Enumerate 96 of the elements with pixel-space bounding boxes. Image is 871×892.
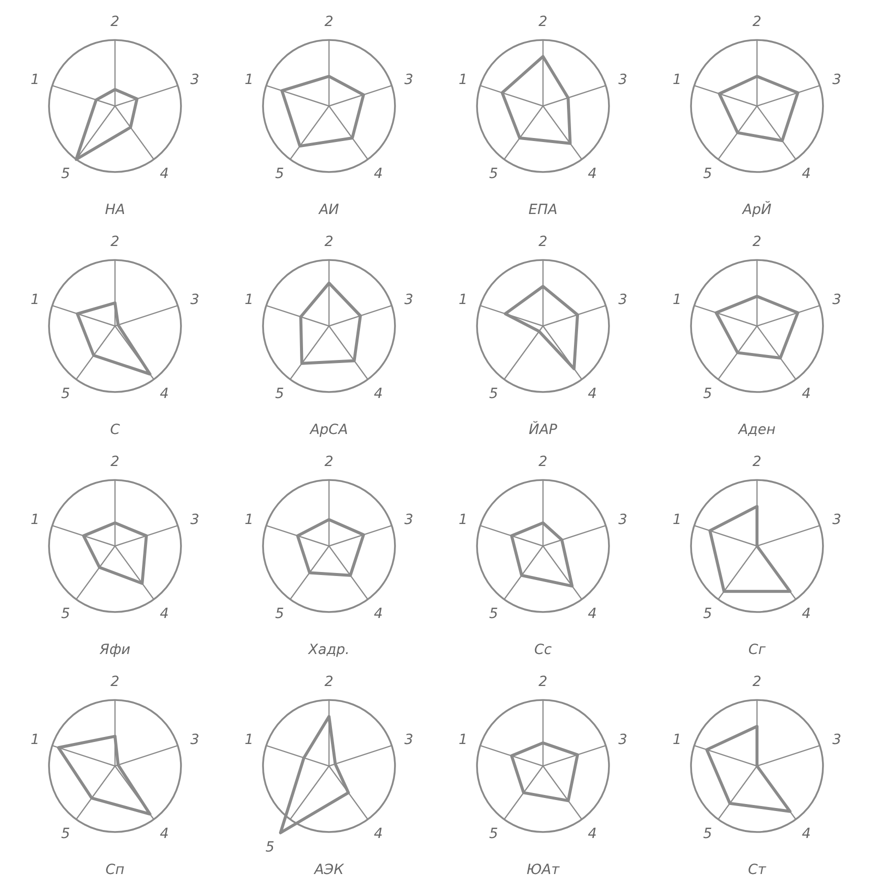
spoke-label: 5 xyxy=(703,166,712,182)
spoke-label: 3 xyxy=(404,732,414,748)
spoke-label: 4 xyxy=(588,826,597,842)
spoke-label: 5 xyxy=(275,386,284,402)
spoke-label: 2 xyxy=(538,14,548,30)
spoke-label: 3 xyxy=(404,512,414,528)
text: ЙАР xyxy=(528,421,558,438)
spoke-label: 5 xyxy=(489,386,498,402)
spoke-label: 1 xyxy=(458,72,468,88)
text: ЮАт xyxy=(526,862,560,878)
spoke-label: 1 xyxy=(672,512,682,528)
spoke-label: 3 xyxy=(832,72,842,88)
spoke-label: 1 xyxy=(458,732,468,748)
spoke-label: 4 xyxy=(588,606,597,622)
spoke-label: 3 xyxy=(832,512,842,528)
text: Сг xyxy=(748,642,766,658)
spoke-label: 5 xyxy=(265,839,274,856)
spoke-label: 4 xyxy=(802,166,811,182)
spoke-label: 4 xyxy=(802,826,811,842)
spoke-label: 3 xyxy=(832,732,842,748)
spoke-label: 2 xyxy=(538,234,548,250)
spoke-label: 3 xyxy=(190,72,200,88)
text: ЕПА xyxy=(528,202,558,218)
text: Аден xyxy=(737,422,776,438)
spoke-label: 1 xyxy=(244,292,254,308)
spoke-label: 1 xyxy=(672,292,682,308)
spoke-label: 3 xyxy=(404,292,414,308)
spoke-label: 5 xyxy=(703,606,712,622)
text: Хадр. xyxy=(307,642,350,658)
spoke-label: 2 xyxy=(324,14,334,30)
text: С xyxy=(110,422,120,438)
spoke-label: 5 xyxy=(275,606,284,622)
spoke-label: 5 xyxy=(275,166,284,182)
text: АИ xyxy=(318,202,340,218)
spoke-label: 2 xyxy=(752,234,762,250)
spoke-label: 2 xyxy=(538,674,548,690)
spoke-label: 3 xyxy=(190,732,200,748)
text: Сс xyxy=(534,642,552,658)
spoke-label: 4 xyxy=(802,606,811,622)
spoke-label: 2 xyxy=(110,454,120,470)
spoke-label: 5 xyxy=(61,826,70,842)
spoke-label: 3 xyxy=(618,292,628,308)
spoke-label: 3 xyxy=(618,512,628,528)
spoke-label: 1 xyxy=(244,512,254,528)
spoke-label: 5 xyxy=(61,166,70,182)
text: НА xyxy=(104,202,126,218)
spoke-label: 1 xyxy=(244,72,254,88)
spoke-label: 4 xyxy=(374,826,383,842)
spoke-label: 4 xyxy=(802,386,811,402)
spoke-label: 4 xyxy=(160,386,169,402)
spoke-label: 3 xyxy=(832,292,842,308)
spoke-label: 5 xyxy=(61,386,70,402)
spoke-label: 2 xyxy=(324,234,334,250)
spoke-label: 5 xyxy=(61,606,70,622)
spoke-label: 2 xyxy=(324,454,334,470)
text: АрСА xyxy=(309,422,348,438)
spoke-label: 1 xyxy=(458,292,468,308)
spoke-label: 3 xyxy=(190,512,200,528)
spoke-label: 3 xyxy=(404,72,414,88)
spoke-label: 1 xyxy=(244,732,254,748)
spoke-label: 1 xyxy=(458,512,468,528)
text: Яфи xyxy=(98,642,130,658)
text: Сп xyxy=(106,862,124,878)
spoke-label: 2 xyxy=(752,14,762,30)
spoke-label: 1 xyxy=(30,292,40,308)
spoke-label: 4 xyxy=(374,386,383,402)
spoke-label: 3 xyxy=(618,72,628,88)
spoke-label: 5 xyxy=(489,166,498,182)
spoke-label: 3 xyxy=(190,292,200,308)
spoke-label: 1 xyxy=(672,72,682,88)
spoke-label: 4 xyxy=(588,386,597,402)
spoke-label: 2 xyxy=(110,234,120,250)
spoke-label: 4 xyxy=(374,166,383,182)
text: Ст xyxy=(748,862,767,878)
spoke-label: 1 xyxy=(30,512,40,528)
spoke-label: 1 xyxy=(672,732,682,748)
spoke-label: 4 xyxy=(374,606,383,622)
spoke-label: 5 xyxy=(703,386,712,402)
spoke-label: 5 xyxy=(489,606,498,622)
spoke-label: 5 xyxy=(489,826,498,842)
spoke-label: 4 xyxy=(160,166,169,182)
spoke-label: 2 xyxy=(538,454,548,470)
spoke-label: 2 xyxy=(110,674,120,690)
spoke-label: 2 xyxy=(324,674,334,690)
spoke-label: 3 xyxy=(618,732,628,748)
spoke-label: 1 xyxy=(30,732,40,748)
spoke-label: 1 xyxy=(30,72,40,88)
spoke-label: 4 xyxy=(160,606,169,622)
text: АрЙ xyxy=(742,201,772,218)
spoke-label: 4 xyxy=(588,166,597,182)
text: АЭК xyxy=(313,862,345,878)
spoke-label: 2 xyxy=(752,674,762,690)
spoke-label: 5 xyxy=(703,826,712,842)
spoke-label: 2 xyxy=(110,14,120,30)
spoke-label: 2 xyxy=(752,454,762,470)
spoke-label: 4 xyxy=(160,826,169,842)
